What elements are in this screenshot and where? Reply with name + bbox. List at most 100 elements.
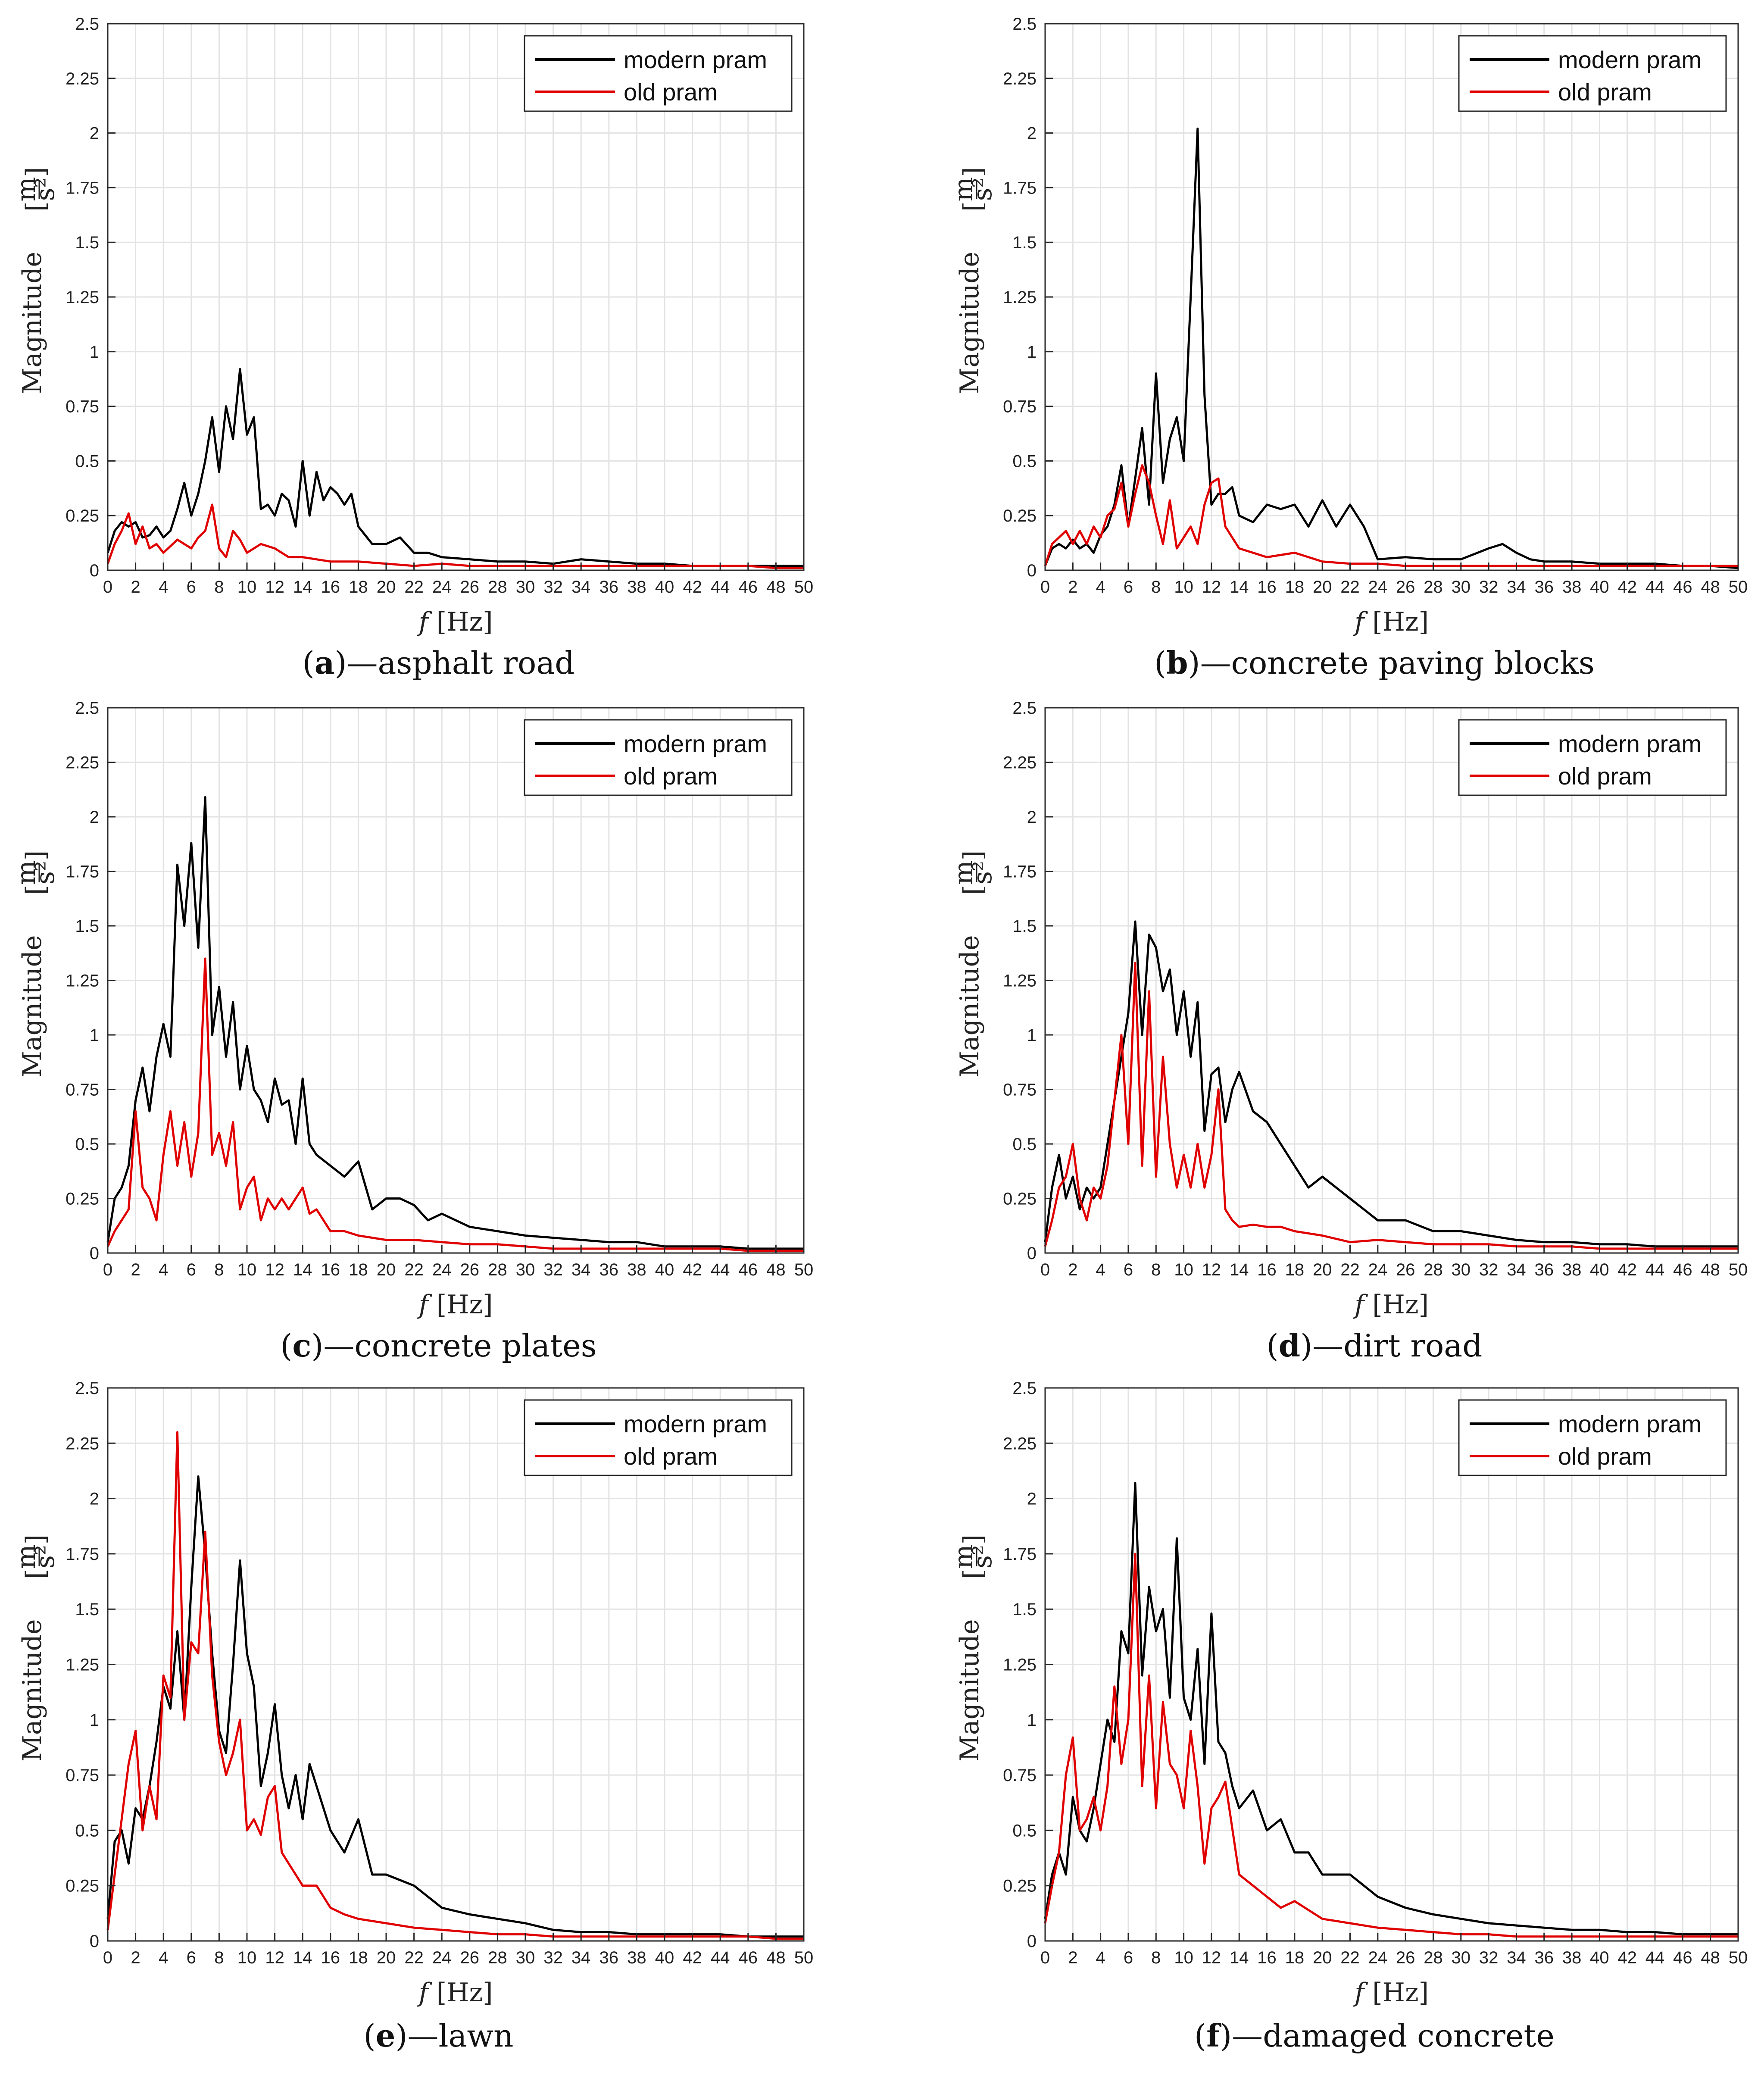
x-tick-label: 8	[1151, 1948, 1161, 1967]
x-tick-label: 18	[349, 578, 368, 597]
series-line-modern-pram	[1044, 920, 1738, 1248]
x-tick-label: 32	[1479, 1260, 1499, 1279]
legend-label-old: old pram	[1558, 762, 1652, 790]
x-tick-label: 44	[711, 1260, 730, 1279]
x-tick-label: 22	[1340, 578, 1360, 597]
x-axis-variable: f	[1353, 607, 1372, 637]
y-tick-label: 0.5	[1012, 452, 1037, 471]
x-tick-label: 6	[187, 578, 196, 597]
y-tick-label: 2.25	[1003, 1434, 1037, 1453]
y-tick-label: 2.5	[75, 15, 99, 34]
y-tick-label: 1.25	[66, 972, 99, 991]
x-tick-label: 34	[1507, 1948, 1526, 1967]
caption-close: )	[311, 1328, 323, 1364]
y-tick-label: 1.75	[1003, 1545, 1037, 1564]
legend-label-modern: modern pram	[624, 46, 767, 73]
legend-label-old: old pram	[624, 78, 718, 106]
x-tick-label: 50	[794, 1260, 814, 1279]
y-unit-bracket-right: ]	[21, 167, 51, 177]
x-tick-label: 50	[1729, 1260, 1748, 1279]
series-line-old-pram	[106, 503, 804, 569]
series-line-modern-pram	[1044, 128, 1739, 569]
x-tick-label: 38	[627, 1948, 646, 1967]
legend: modern pram old pram	[1458, 719, 1727, 796]
y-tick-label: 2	[1027, 808, 1037, 827]
legend-box	[524, 1399, 793, 1476]
x-tick-label: 24	[1368, 1260, 1388, 1279]
y-tick-label: 1.75	[1003, 178, 1037, 197]
x-axis-label: f [Hz]	[417, 1978, 493, 2008]
x-tick-label: 4	[159, 578, 168, 597]
caption-open: (	[303, 645, 315, 681]
x-tick-label: 12	[1202, 1948, 1221, 1967]
caption: (d)—dirt road	[1267, 1327, 1483, 1364]
y-tick-label: 1.5	[1012, 233, 1037, 252]
y-unit-bracket-left: [	[21, 885, 51, 895]
x-tick-label: 30	[516, 1260, 535, 1279]
x-tick-label: 48	[766, 1948, 786, 1967]
y-tick-label: 2.5	[1012, 15, 1037, 34]
x-tick-label: 16	[321, 1260, 340, 1279]
y-tick-label: 0.75	[66, 1766, 99, 1785]
caption-close: )	[1300, 1328, 1312, 1364]
x-axis-unit: [Hz]	[437, 607, 493, 637]
x-tick-label: 24	[1368, 1948, 1388, 1967]
x-tick-label: 36	[1535, 1260, 1554, 1279]
y-unit-bracket-right: ]	[958, 1534, 988, 1544]
caption: (e)—lawn	[364, 2017, 514, 2054]
y-tick-label: 1.25	[66, 1656, 99, 1675]
y-tick-label: 0	[90, 561, 99, 580]
x-tick-label: 40	[1590, 578, 1609, 597]
x-tick-label: 32	[1479, 1948, 1499, 1967]
x-tick-label: 18	[349, 1948, 368, 1967]
x-axis-label: f [Hz]	[417, 1290, 493, 1320]
caption-letter: b	[1166, 644, 1188, 681]
y-axis-label: Magnitude []ms²	[949, 850, 998, 1078]
x-tick-label: 40	[1590, 1948, 1609, 1967]
x-tick-label: 14	[1230, 1260, 1249, 1279]
x-tick-label: 2	[131, 1260, 140, 1279]
y-tick-label: 1.75	[66, 178, 99, 197]
y-tick-label: 0.25	[1003, 506, 1037, 525]
x-tick-label: 40	[655, 1948, 674, 1967]
legend: modern pram old pram	[524, 35, 793, 112]
x-tick-label: 30	[516, 578, 535, 597]
y-tick-label: 1.25	[1003, 288, 1037, 307]
x-tick-label: 36	[599, 1260, 619, 1279]
y-tick-label: 0.75	[1003, 1081, 1037, 1100]
x-tick-label: 44	[711, 578, 730, 597]
y-tick-label: 2.25	[66, 69, 99, 88]
y-axis-text: Magnitude	[955, 252, 985, 394]
x-tick-label: 42	[683, 1260, 702, 1279]
x-tick-label: 4	[1096, 1948, 1105, 1967]
series-line-modern-pram	[106, 1475, 804, 1938]
caption-open: (	[280, 1328, 292, 1364]
y-tick-label: 2	[1027, 1490, 1037, 1509]
x-tick-label: 46	[1673, 578, 1692, 597]
x-tick-label: 38	[1562, 578, 1582, 597]
caption: (f)—damaged concrete	[1194, 2017, 1555, 2054]
y-unit-numerator: m	[11, 860, 41, 885]
y-tick-label: 2	[90, 124, 99, 143]
x-tick-label: 50	[1729, 1948, 1748, 1967]
y-tick-label: 1.25	[1003, 1656, 1037, 1675]
y-unit-denominator: s²	[968, 861, 998, 884]
y-unit-bracket-right: ]	[958, 850, 988, 860]
y-unit-bracket-left: [	[958, 885, 988, 895]
y-axis-text: Magnitude	[17, 1619, 47, 1761]
x-tick-label: 44	[1645, 578, 1665, 597]
x-tick-label: 16	[1257, 1260, 1277, 1279]
y-unit-denominator: s²	[968, 178, 998, 201]
x-axis-variable: f	[417, 1290, 436, 1320]
x-tick-label: 20	[1313, 1948, 1332, 1967]
legend-label-modern: modern pram	[1558, 1410, 1702, 1438]
caption-text: —asphalt road	[347, 645, 574, 681]
x-axis-label: f [Hz]	[417, 607, 493, 637]
x-tick-label: 40	[655, 578, 674, 597]
caption-open: (	[1154, 645, 1166, 681]
x-tick-label: 50	[794, 1948, 814, 1967]
x-tick-label: 22	[1340, 1260, 1360, 1279]
y-tick-label: 0	[1027, 1932, 1037, 1951]
x-tick-label: 14	[1230, 1948, 1249, 1967]
